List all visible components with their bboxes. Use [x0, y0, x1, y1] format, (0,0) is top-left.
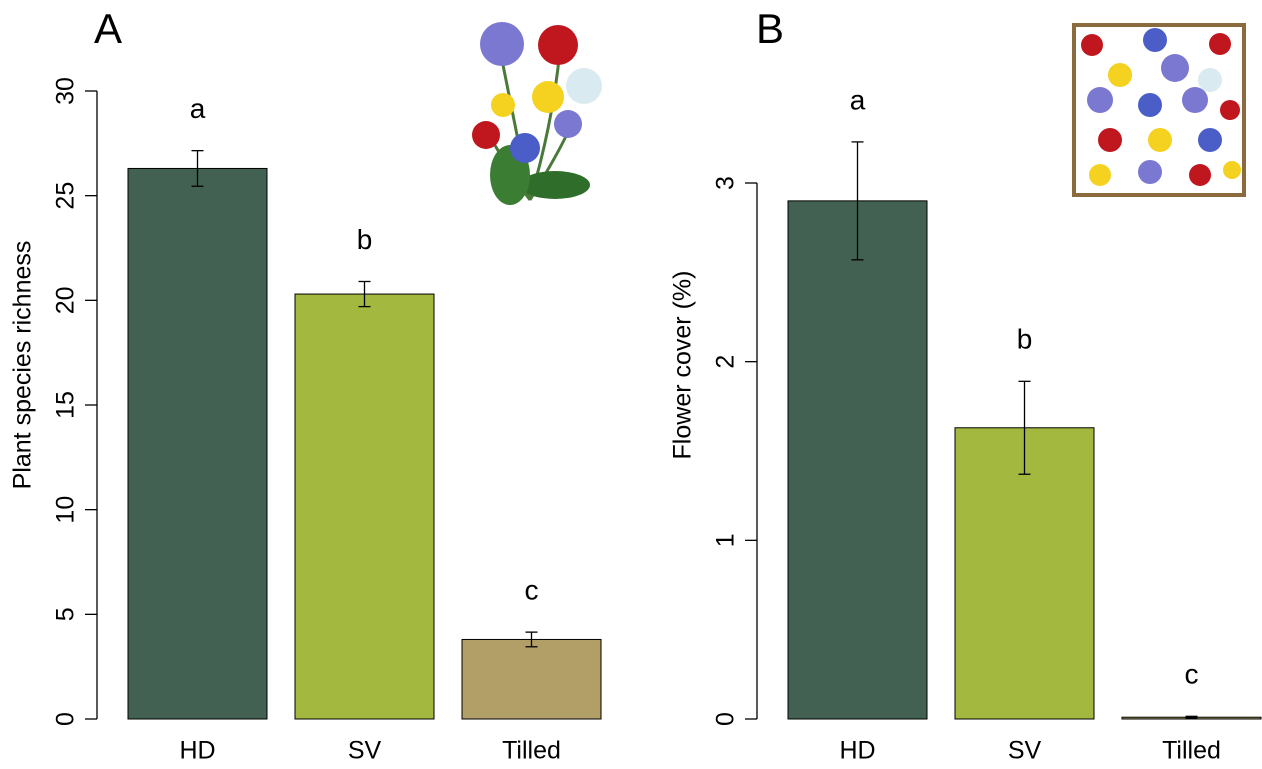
y-tick-label: 3 [712, 176, 740, 190]
y-tick-label: 0 [52, 712, 80, 726]
bar [127, 167, 268, 720]
significance-letter: b [1017, 324, 1033, 355]
y-tick-label: 25 [52, 182, 80, 210]
bar [461, 638, 602, 720]
x-tick-label: HD [839, 737, 875, 765]
y-tick-label: 30 [52, 77, 80, 105]
bouquet-illustration [472, 22, 602, 205]
x-tick-label: SV [1008, 737, 1042, 765]
y-tick-label: 5 [52, 607, 80, 621]
significance-letter: a [850, 84, 866, 115]
significance-letter: c [1185, 659, 1199, 690]
y-axis-label: Plant species richness [9, 241, 37, 490]
y-axis-label: Flower cover (%) [669, 271, 697, 460]
x-tick-label: SV [348, 737, 382, 765]
bar [294, 293, 435, 720]
panel-label: B [756, 5, 784, 52]
significance-letter: b [357, 224, 373, 255]
y-tick-label: 0 [712, 712, 740, 726]
x-tick-label: Tilled [1162, 737, 1221, 765]
bar [787, 200, 928, 720]
significance-letter: c [525, 575, 539, 606]
x-tick-label: HD [179, 737, 215, 765]
significance-letter: a [190, 93, 206, 124]
y-tick-label: 1 [712, 533, 740, 547]
bar [954, 427, 1095, 720]
meadow-illustration [1072, 23, 1246, 197]
y-tick-label: 20 [52, 286, 80, 314]
y-tick-label: 15 [52, 391, 80, 419]
x-tick-label: Tilled [502, 737, 561, 765]
y-tick-label: 2 [712, 355, 740, 369]
panel-label: A [94, 5, 122, 52]
y-tick-label: 10 [52, 496, 80, 524]
